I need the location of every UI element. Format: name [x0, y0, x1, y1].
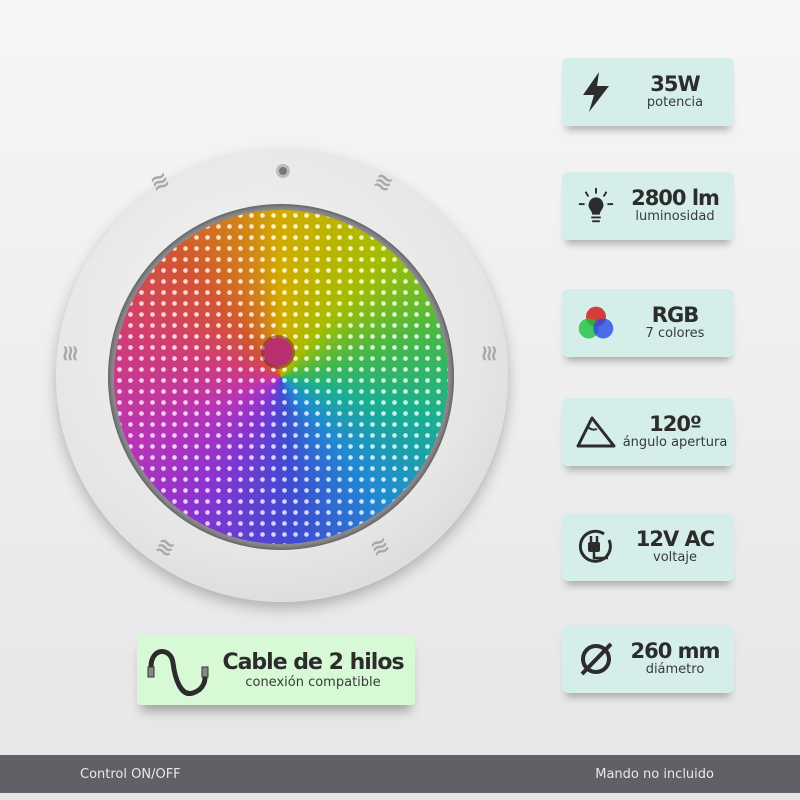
footer-left-text: Control ON/OFF — [80, 766, 181, 782]
spec-label: 7 colores — [645, 326, 705, 342]
vent: ≋ — [476, 344, 502, 361]
angle-icon — [576, 412, 616, 452]
spec-card-rgb: RGB 7 colores — [562, 289, 734, 357]
footer-right-text: Mando no incluido — [595, 766, 714, 782]
spec-value: RGB — [651, 303, 699, 328]
vent: ≋ — [369, 167, 395, 198]
vent: ≋ — [146, 167, 172, 198]
spec-label: ángulo apertura — [622, 435, 728, 451]
plug-icon — [576, 527, 616, 567]
spec-card-luminosity: 2800 lm luminosidad — [562, 172, 734, 240]
pool-light-product-image: ≋ ≋ ≋ ≋ ≋ ≋ — [56, 150, 508, 602]
spec-value: 12V AC — [635, 527, 715, 552]
sensor — [276, 164, 290, 178]
cable-value: Cable de 2 hilos — [222, 650, 404, 676]
cable-label: conexión compatible — [245, 674, 381, 690]
spec-label: potencia — [646, 95, 704, 111]
spec-label: voltaje — [653, 550, 697, 566]
spec-card-diameter: 260 mm diámetro — [562, 625, 734, 693]
spec-value: 120º — [649, 412, 702, 437]
spec-card-voltage: 12V AC voltaje — [562, 513, 734, 581]
spec-label: diámetro — [645, 662, 705, 678]
lightbulb-icon — [576, 186, 616, 226]
spec-value: 2800 lm — [631, 186, 720, 211]
footer-band: Control ON/OFF Mando no incluido — [0, 755, 800, 793]
spec-label: luminosidad — [635, 209, 715, 225]
diameter-icon — [576, 639, 616, 679]
rgb-circles-icon — [576, 303, 616, 343]
cable-icon — [145, 643, 211, 699]
cable-card: Cable de 2 hilos conexión compatible — [137, 636, 415, 705]
spec-card-angle: 120º ángulo apertura — [562, 398, 734, 466]
lightning-icon — [576, 72, 616, 112]
led-panel — [108, 204, 454, 550]
spec-value: 260 mm — [630, 639, 721, 664]
vent: ≋ — [57, 344, 83, 361]
spec-value: 35W — [650, 72, 700, 97]
spec-card-power: 35W potencia — [562, 58, 734, 126]
